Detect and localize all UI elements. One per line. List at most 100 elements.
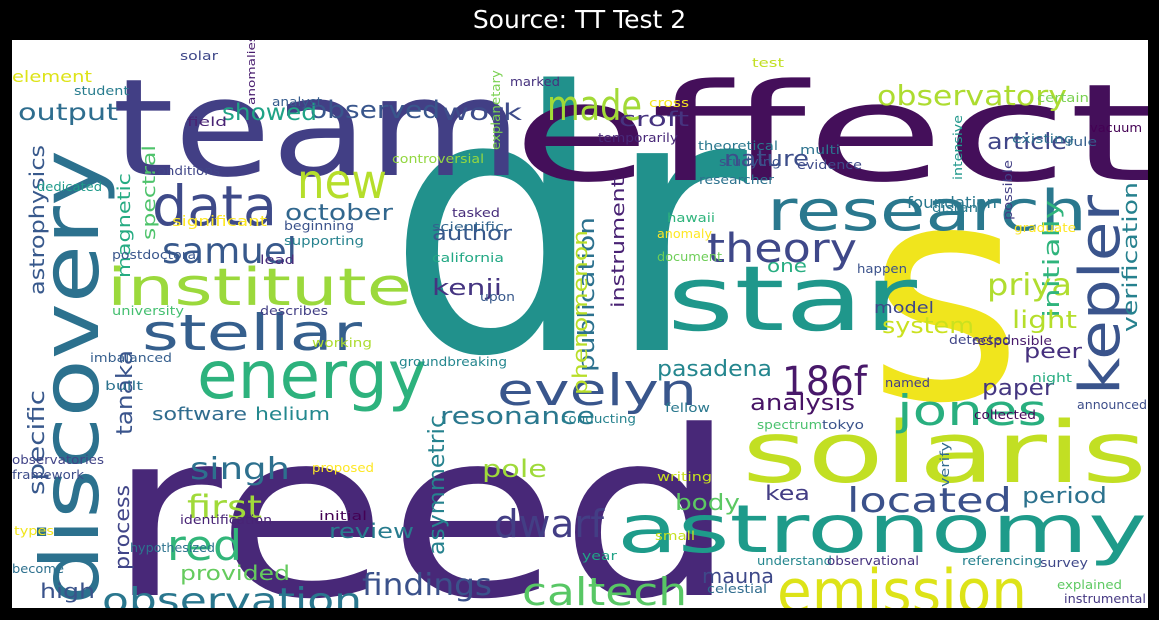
word-helium: helium: [255, 404, 330, 425]
word-kea: kea: [765, 481, 810, 505]
word-dedicated: dedicated: [37, 180, 102, 194]
word-multi: multi: [800, 143, 840, 157]
word-period: period: [1022, 484, 1107, 509]
word-samuel: samuel: [162, 231, 297, 272]
word-nature: nature: [724, 147, 809, 172]
word-provided: provided: [180, 561, 290, 585]
word-possible: possible: [1001, 160, 1015, 220]
word-built: built: [105, 379, 143, 393]
word-instrument: instrument: [608, 178, 629, 308]
word-output: output: [18, 100, 118, 126]
word-supporting: supporting: [284, 234, 364, 248]
word-explained: explained: [1057, 578, 1122, 592]
word-publication: publication: [575, 217, 600, 372]
word-student: student: [74, 84, 129, 98]
word-observatory: observatory: [877, 79, 1067, 112]
word-theoretical: theoretical: [698, 139, 778, 153]
word-solaris: solaris: [742, 404, 1147, 503]
word-significant: significant: [172, 214, 268, 230]
word-studying: studying: [719, 155, 781, 169]
word-spectral: spectral: [139, 145, 160, 240]
word-certain: certain: [1037, 91, 1089, 105]
word-controversial: controversial: [392, 152, 484, 166]
word-identification: identification: [180, 513, 272, 527]
word-element: element: [12, 67, 92, 86]
word-framework: framework: [12, 468, 84, 482]
word-year: year: [582, 549, 617, 563]
word-proposed: proposed: [312, 461, 374, 475]
word-priya: priya: [987, 268, 1072, 303]
word-survey: survey: [1040, 556, 1088, 570]
word-made: made: [547, 81, 642, 130]
word-tokyo: tokyo: [822, 418, 864, 432]
word-happen: happen: [857, 262, 907, 276]
word-initial: initial: [319, 509, 367, 523]
word-groundbreaking: groundbreaking: [399, 355, 507, 369]
word-data: data: [152, 174, 277, 238]
word-responsible: responsible: [972, 334, 1052, 348]
word-emission: emission: [777, 557, 1027, 608]
word-temporarily: temporarily: [598, 131, 678, 145]
word-instrumental: instrumental: [1064, 592, 1146, 606]
word-october: october: [285, 201, 394, 226]
word-specific: specific: [25, 390, 50, 495]
word-field: field: [187, 115, 227, 129]
word-referencing: referencing: [962, 554, 1042, 568]
word-observed: observed: [310, 96, 440, 124]
word-writing: writing: [657, 470, 712, 484]
word-fellow: fellow: [665, 401, 710, 415]
word-working: working: [312, 336, 372, 350]
word-located: located: [847, 481, 1012, 521]
word-existing: existing: [1012, 132, 1074, 146]
word-analysis: analysis: [750, 391, 855, 416]
word-hawaii: hawaii: [667, 211, 715, 225]
word-spectrum: spectrum: [757, 418, 822, 432]
word-model: model: [874, 298, 934, 317]
word-collected: collected: [974, 408, 1036, 422]
word-magnetic: magnetic: [114, 173, 135, 278]
word-test: test: [752, 56, 784, 70]
word-intensive: intensive: [951, 115, 965, 180]
word-beginning: beginning: [284, 219, 354, 233]
word-anomalies: anomalies: [245, 40, 258, 105]
word-evidence: evidence: [797, 158, 862, 172]
word-article: article: [987, 130, 1067, 155]
word-astrophysics: astrophysics: [25, 145, 49, 295]
word-cross: cross: [649, 96, 689, 110]
word-energy: energy: [197, 337, 427, 414]
word-tanaka: tanaka: [113, 350, 138, 435]
word-peer: peer: [1024, 339, 1083, 363]
word-pasadena: pasadena: [657, 357, 772, 382]
word-mauna: mauna: [702, 564, 774, 588]
word-institute: institute: [107, 258, 412, 318]
word-team: team: [112, 50, 522, 207]
word-stellar: stellar: [142, 304, 363, 362]
word-process: process: [110, 485, 134, 570]
word-hypothesized: hypothesized: [130, 541, 215, 555]
word-document: document: [657, 250, 722, 264]
word-scientific: scientific: [432, 220, 504, 234]
word-university: university: [112, 304, 184, 318]
word-singh: singh: [190, 452, 290, 487]
word-kenji: kenji: [432, 276, 502, 301]
word-night: night: [1032, 371, 1072, 385]
word-researcher: researcher: [699, 173, 774, 187]
word-one: one: [767, 256, 807, 277]
word-software: software: [152, 404, 247, 425]
word-astronomy: astronomy: [617, 491, 1147, 568]
word-jones: jones: [896, 386, 1047, 435]
word-review: review: [329, 519, 414, 543]
word-system: system: [882, 314, 974, 339]
figure-title: Source: TT Test 2: [472, 5, 687, 34]
word-caltech: caltech: [522, 570, 687, 608]
word-named: named: [885, 376, 930, 390]
word-theory: theory: [707, 226, 857, 272]
word-observational: observational: [827, 554, 919, 568]
word-understand: understand: [757, 554, 832, 568]
word-dwarf: dwarf: [494, 502, 606, 546]
word-author: author: [432, 221, 513, 245]
word-conducting: conducting: [561, 412, 636, 426]
word-announced: announced: [1077, 398, 1147, 412]
word-showed: showed: [222, 100, 317, 126]
word-tasked: tasked: [452, 206, 500, 220]
